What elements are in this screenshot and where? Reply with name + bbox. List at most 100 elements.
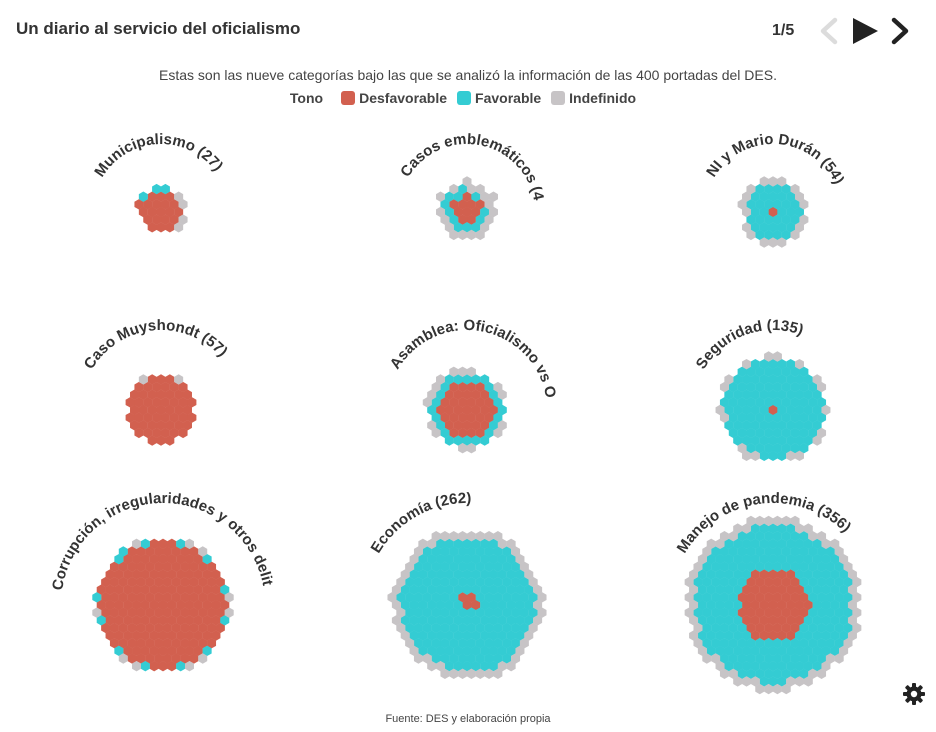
hex-cell-desfavorable — [781, 607, 791, 618]
hex-cell-indefinido — [790, 515, 800, 527]
legend-item-favorable[interactable]: Favorable — [457, 90, 541, 106]
next-button[interactable] — [888, 16, 912, 46]
hex-cell-indefinido — [184, 660, 194, 672]
hex-cell-desfavorable — [156, 222, 166, 233]
hex-cell-favorable — [812, 569, 822, 580]
hex-cell-indefinido — [413, 653, 423, 664]
hex-cell-indefinido — [427, 538, 437, 550]
hex-cell-favorable — [799, 531, 809, 542]
hex-cell-favorable — [497, 584, 507, 595]
hex-cell-favorable — [737, 412, 747, 423]
hex-cell-favorable — [759, 420, 769, 431]
hex-cell-desfavorable — [207, 622, 217, 634]
hex-cell-favorable — [799, 412, 809, 423]
hex-cell-indefinido — [484, 199, 494, 210]
hex-cell-favorable — [497, 599, 507, 611]
hex-cell-desfavorable — [189, 546, 199, 557]
hex-cell-favorable — [440, 381, 450, 393]
hex-cell-favorable — [803, 615, 813, 626]
hex-cell-indefinido — [794, 523, 804, 534]
hex-cell-favorable — [812, 645, 822, 657]
hex-cell-favorable — [759, 389, 769, 400]
prev-button[interactable] — [816, 16, 842, 46]
hex-cell-favorable — [724, 584, 734, 595]
hex-cell-favorable — [764, 214, 774, 225]
hex-cell-favorable — [799, 653, 809, 664]
hex-cell-favorable — [830, 615, 840, 626]
hex-cell-indefinido — [847, 584, 857, 595]
hex-cell-desfavorable — [149, 584, 159, 595]
hex-cell-favorable — [475, 214, 485, 225]
hex-cell-indefinido — [719, 531, 729, 542]
hex-cell-favorable — [808, 381, 818, 393]
hex-cell-desfavorable — [768, 630, 778, 641]
hex-cell-favorable — [409, 584, 419, 595]
hex-cell-favorable — [493, 397, 503, 408]
hex-cell-indefinido — [803, 523, 813, 534]
hex-cell-favorable — [711, 607, 721, 618]
hex-cell-favorable — [830, 553, 840, 565]
hex-cell-favorable — [511, 607, 521, 618]
hex-cell-indefinido — [387, 592, 397, 603]
hex-cell-favorable — [839, 569, 849, 580]
hex-cell-favorable — [768, 538, 778, 550]
hex-cell-favorable — [422, 561, 432, 572]
hex-cell-desfavorable — [189, 592, 199, 603]
hex-cell-desfavorable — [193, 645, 203, 657]
hex-cell-indefinido — [506, 538, 516, 550]
hex-cell-favorable — [755, 443, 765, 454]
hex-cell-desfavorable — [165, 191, 175, 202]
hex-cell-favorable — [427, 599, 437, 611]
play-button[interactable] — [850, 16, 880, 46]
hex-cell-favorable — [759, 553, 769, 565]
hex-cell-desfavorable — [136, 576, 146, 588]
legend-swatch-favorable — [457, 91, 472, 105]
hex-cell-indefinido — [92, 607, 102, 618]
hex-cell-favorable — [733, 645, 743, 657]
hex-cell-favorable — [475, 622, 485, 634]
hex-cell-desfavorable — [162, 622, 172, 634]
hex-cell-desfavorable — [127, 546, 137, 557]
hex-cell-favorable — [493, 638, 503, 649]
hex-cell-favorable — [466, 576, 476, 588]
settings-button[interactable] — [902, 682, 926, 711]
hex-cell-desfavorable — [109, 576, 119, 588]
hex-cell-desfavorable — [458, 381, 468, 393]
hex-cell-indefinido — [742, 206, 752, 218]
hex-cell-indefinido — [689, 599, 699, 611]
hex-cell-desfavorable — [198, 561, 208, 572]
hex-cell-desfavorable — [184, 599, 194, 611]
hex-cell-favorable — [781, 214, 791, 225]
hex-cell-favorable — [706, 599, 716, 611]
hex-cell-indefinido — [803, 676, 813, 687]
hex-cell-desfavorable — [781, 622, 791, 634]
hex-cell-indefinido — [852, 592, 862, 603]
hex-cell-favorable — [400, 599, 410, 611]
hex-cell-desfavorable — [138, 389, 148, 400]
hex-cell-favorable — [418, 599, 428, 611]
hex-cell-desfavorable — [449, 412, 459, 423]
hex-cell-favorable — [786, 191, 796, 202]
hex-cell-favorable — [812, 615, 822, 626]
hex-cell-favorable — [781, 427, 791, 439]
hex-cell-desfavorable — [462, 389, 472, 400]
hex-cell-favorable — [750, 206, 760, 218]
hex-cell-desfavorable — [768, 615, 778, 626]
hex-cell-favorable — [746, 199, 756, 210]
hex-cell-favorable — [502, 546, 512, 557]
hex-cell-desfavorable — [466, 397, 476, 408]
hex-cell-desfavorable — [764, 592, 774, 603]
hex-cell-desfavorable — [147, 435, 157, 446]
hex-cell-indefinido — [458, 229, 468, 241]
hex-cell-desfavorable — [176, 599, 186, 611]
hex-cell-desfavorable — [105, 615, 115, 626]
legend-item-desfavorable[interactable]: Desfavorable — [341, 90, 447, 106]
legend-item-indefinido[interactable]: Indefinido — [551, 90, 636, 106]
hex-cell-favorable — [803, 630, 813, 641]
hex-cell-desfavorable — [220, 599, 230, 611]
hex-cell-favorable — [702, 576, 712, 588]
hex-cell-desfavorable — [132, 630, 142, 641]
hex-cell-indefinido — [440, 214, 450, 225]
hex-cell-favorable — [511, 576, 521, 588]
hex-cell-favorable — [781, 653, 791, 664]
